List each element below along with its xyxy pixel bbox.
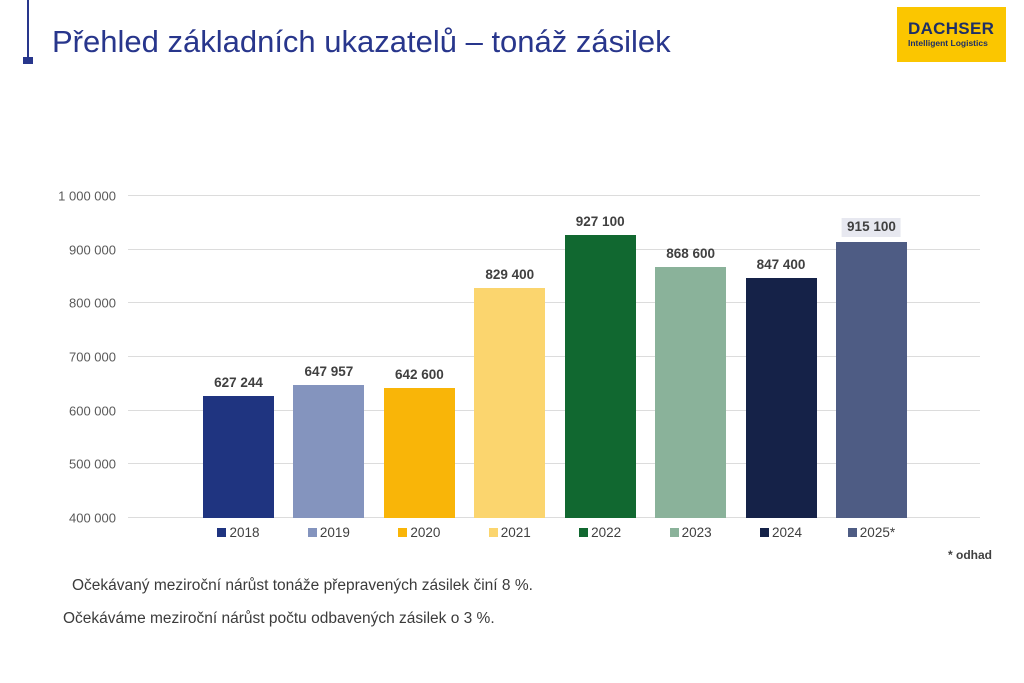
legend-label: 2022: [591, 525, 622, 540]
legend-item-2020: 2020: [384, 525, 455, 540]
bar-slot-2019: 647 957: [293, 196, 365, 518]
legend-swatch-icon: [847, 528, 857, 537]
bar-value-label-2018: 627 244: [214, 375, 263, 391]
bar-slot-2025*: 915 100: [835, 196, 907, 518]
gridline: [128, 302, 980, 304]
legend-item-2025*: 2025*: [836, 525, 907, 540]
dachser-logo: DACHSER Intelligent Logistics: [897, 7, 1006, 62]
bar-2025*: [835, 241, 907, 518]
bar-slot-2021: 829 400: [474, 196, 546, 518]
y-axis-tick-label: 400 000: [69, 510, 116, 526]
bar-2024: [745, 277, 817, 518]
bars: 627 244 647 957 642 600 829 400 927 100 868 6…: [203, 196, 907, 518]
bar-2020: [383, 387, 455, 518]
bar-slot-2018: 627 244: [203, 196, 274, 518]
gridline: [128, 248, 980, 250]
bar-2018: [203, 396, 274, 518]
bar-2023: [655, 266, 727, 518]
title-accent-square: [23, 57, 33, 64]
y-axis-tick-label: 600 000: [69, 403, 116, 419]
legend-label: 2020: [410, 525, 441, 540]
bar-value-label-2020: 642 600: [394, 366, 444, 382]
bar-value-label-2022: 927 100: [575, 214, 625, 230]
legend-swatch-icon: [669, 528, 679, 537]
gridline: [128, 463, 980, 465]
legend-label: 2025*: [859, 525, 896, 540]
page-title: Přehled základních ukazatelů – tonáž zás…: [52, 24, 671, 59]
bar-value-label-2025*: 915 100: [842, 217, 901, 237]
y-axis-tick-label: 1 000 000: [58, 188, 116, 204]
legend-item-2019: 2019: [293, 525, 364, 540]
gridline: [128, 356, 980, 357]
note-expected-shipments-growth: Očekáváme meziroční nárůst počtu odbaven…: [63, 610, 495, 627]
legend-label: 2018: [229, 525, 260, 540]
chart-plot-area: 400 000 500 000 600 000 700 000 800 000 900 0…: [58, 189, 980, 526]
bar-slot-2023: 868 600: [655, 196, 727, 518]
bar-value-label-2019: 647 957: [304, 364, 354, 380]
bar-2019: [293, 384, 365, 518]
legend-item-2023: 2023: [655, 525, 726, 540]
legend-swatch-icon: [579, 528, 589, 537]
bar-value-label-2024: 847 400: [756, 257, 806, 273]
legend-label: 2021: [500, 525, 531, 540]
legend-swatch-icon: [488, 528, 498, 537]
legend-item-2021: 2021: [474, 525, 545, 540]
bar-slot-2020: 642 600: [383, 196, 455, 518]
legend-swatch-icon: [307, 528, 317, 537]
gridline: [128, 195, 980, 196]
legend-label: 2019: [319, 525, 350, 540]
legend-label: 2024: [772, 525, 803, 540]
bar-slot-2024: 847 400: [745, 196, 817, 518]
y-axis-tick-label: 700 000: [69, 349, 116, 365]
legend-item-2022: 2022: [565, 525, 636, 540]
legend-swatch-icon: [398, 528, 408, 537]
legend-swatch-icon: [760, 528, 769, 537]
bar-value-label-2023: 868 600: [666, 245, 716, 261]
legend-item-2024: 2024: [746, 525, 817, 540]
legend: 2018 2019 2020 2021 2022 2023 2024 2025*: [203, 525, 907, 540]
legend-item-2018: 2018: [203, 525, 274, 540]
bar-slot-2022: 927 100: [564, 196, 636, 518]
legend-swatch-icon: [217, 528, 227, 537]
y-axis-tick-label: 500 000: [69, 456, 116, 472]
logo-tagline-text: Intelligent Logistics: [908, 38, 988, 48]
gridline: [128, 409, 980, 411]
logo-brand-text: DACHSER: [908, 19, 995, 38]
y-axis-tick-label: 800 000: [69, 295, 116, 311]
bar-value-label-2021: 829 400: [485, 266, 535, 282]
legend-label: 2023: [681, 525, 712, 540]
title-accent-line: [27, 0, 29, 57]
note-expected-tonnage-growth: Očekávaný meziroční nárůst tonáže přepra…: [72, 577, 533, 594]
bar-2021: [474, 287, 546, 518]
bar-2022: [564, 235, 636, 518]
y-axis-tick-label: 900 000: [69, 242, 116, 258]
footnote: * odhad: [948, 548, 992, 562]
gridline: [128, 517, 980, 518]
